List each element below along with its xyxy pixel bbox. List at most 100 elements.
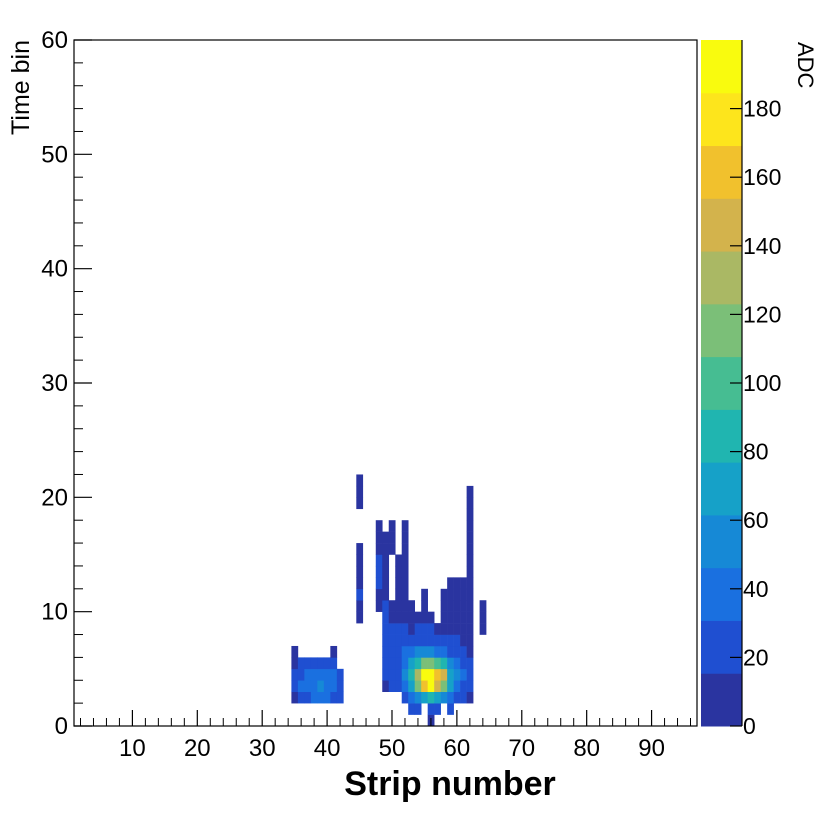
colorbar-swatch xyxy=(701,409,742,463)
heatmap-cell xyxy=(323,691,331,704)
heatmap-cell xyxy=(291,645,299,658)
heatmap-cell xyxy=(388,623,396,635)
x-tick-label: 40 xyxy=(314,735,341,762)
heatmap-cell xyxy=(330,645,338,658)
y-tick-label: 10 xyxy=(41,599,68,626)
heatmap-cell xyxy=(323,657,331,670)
heatmap-cell xyxy=(356,577,364,590)
heatmap-cell xyxy=(382,543,390,555)
heatmap-cell xyxy=(421,634,428,647)
heatmap-cell xyxy=(356,611,364,624)
heatmap-cell xyxy=(336,680,344,692)
heatmap-cell xyxy=(479,611,487,624)
y-tick-label: 0 xyxy=(55,713,68,740)
heatmap-cell xyxy=(447,657,454,670)
heatmap-cell xyxy=(395,657,403,670)
x-tick-label: 90 xyxy=(638,735,665,762)
heatmap-cell xyxy=(356,600,364,612)
y-tick-label: 40 xyxy=(41,256,68,283)
heatmap-cell xyxy=(453,600,461,612)
heatmap-cell xyxy=(382,623,390,635)
heatmap-cell xyxy=(395,588,403,601)
heatmap-cell xyxy=(401,668,409,681)
colorbar-tick-label: 0 xyxy=(743,713,756,739)
heatmap-cell xyxy=(388,657,396,670)
colorbar-swatch xyxy=(701,40,742,94)
heatmap-cell xyxy=(382,565,390,578)
heatmap-cell xyxy=(421,623,428,635)
heatmap-cell xyxy=(434,657,441,670)
heatmap-cell xyxy=(453,577,461,590)
heatmap-cell xyxy=(427,634,435,647)
heatmap-cell xyxy=(375,554,383,567)
heatmap-cell xyxy=(388,600,396,612)
heatmap-cell xyxy=(421,600,428,612)
heatmap-cell xyxy=(395,565,403,578)
heatmap-cell xyxy=(440,657,448,670)
heatmap-cell xyxy=(421,588,428,601)
heatmap-cell xyxy=(408,611,416,624)
heatmap-cell xyxy=(401,623,409,635)
colorbar-tick-label: 20 xyxy=(743,644,769,670)
heatmap-cell xyxy=(460,691,467,704)
x-tick-label: 10 xyxy=(119,735,146,762)
y-tick-label: 60 xyxy=(41,27,68,54)
heatmap-cell xyxy=(401,680,409,692)
heatmap-cell xyxy=(395,634,403,647)
heatmap-cell xyxy=(375,600,383,612)
heatmap-cell xyxy=(395,611,403,624)
heatmap-cell xyxy=(453,588,461,601)
heatmap-cell xyxy=(421,668,428,681)
heatmap-cell xyxy=(336,668,344,681)
heatmap-cell xyxy=(375,543,383,555)
heatmap-cell xyxy=(388,680,396,692)
heatmap-cell xyxy=(460,588,467,601)
heatmap-cell xyxy=(388,531,396,544)
heatmap-cell xyxy=(330,657,338,670)
heatmap-cell xyxy=(479,623,487,635)
colorbar-swatch xyxy=(701,620,742,674)
heatmap-cell xyxy=(434,680,441,692)
heatmap-cell xyxy=(466,554,474,567)
heatmap-cell xyxy=(453,645,461,658)
heatmap-cell xyxy=(434,634,441,647)
heatmap-cell xyxy=(297,668,305,681)
heatmap-cell xyxy=(330,691,338,704)
heatmap-cell xyxy=(460,634,467,647)
heatmap-cell xyxy=(414,657,422,670)
x-tick-label: 50 xyxy=(379,735,406,762)
heatmap-cell xyxy=(453,623,461,635)
heatmap-cell xyxy=(427,611,435,624)
heatmap-cell xyxy=(401,611,409,624)
colorbar-tick-label: 140 xyxy=(743,233,781,259)
heatmap-cell xyxy=(395,554,403,567)
heatmap-cell xyxy=(388,611,396,624)
heatmap-cell xyxy=(447,645,454,658)
x-tick-label: 30 xyxy=(249,735,276,762)
heatmap-cell xyxy=(440,634,448,647)
heatmap-cell xyxy=(297,657,305,670)
colorbar-swatch xyxy=(701,92,742,147)
heatmap-cell xyxy=(440,680,448,692)
heatmap-cell xyxy=(408,634,416,647)
x-axis-title: Strip number xyxy=(344,765,556,803)
heatmap-cell xyxy=(310,657,318,670)
heatmap-cell xyxy=(447,691,454,704)
heatmap-cell xyxy=(401,600,409,612)
heatmap-cell xyxy=(297,691,305,704)
x-tick-label: 70 xyxy=(508,735,535,762)
heatmap-cell xyxy=(356,588,364,601)
x-tick-label: 20 xyxy=(184,735,211,762)
heatmap-cell xyxy=(466,543,474,555)
heatmap-cell xyxy=(310,691,318,704)
heatmap-cell xyxy=(297,680,305,692)
heatmap-cell xyxy=(401,520,409,532)
heatmap-cell xyxy=(317,668,325,681)
heatmap-cell xyxy=(304,680,312,692)
colorbar-swatch xyxy=(701,567,742,621)
heatmap-cell xyxy=(356,485,364,498)
heatmap-cell xyxy=(460,611,467,624)
heatmap-cell xyxy=(440,600,448,612)
colorbar: 0 20 40 60 80 100 120 140 160 180 xyxy=(701,40,781,739)
